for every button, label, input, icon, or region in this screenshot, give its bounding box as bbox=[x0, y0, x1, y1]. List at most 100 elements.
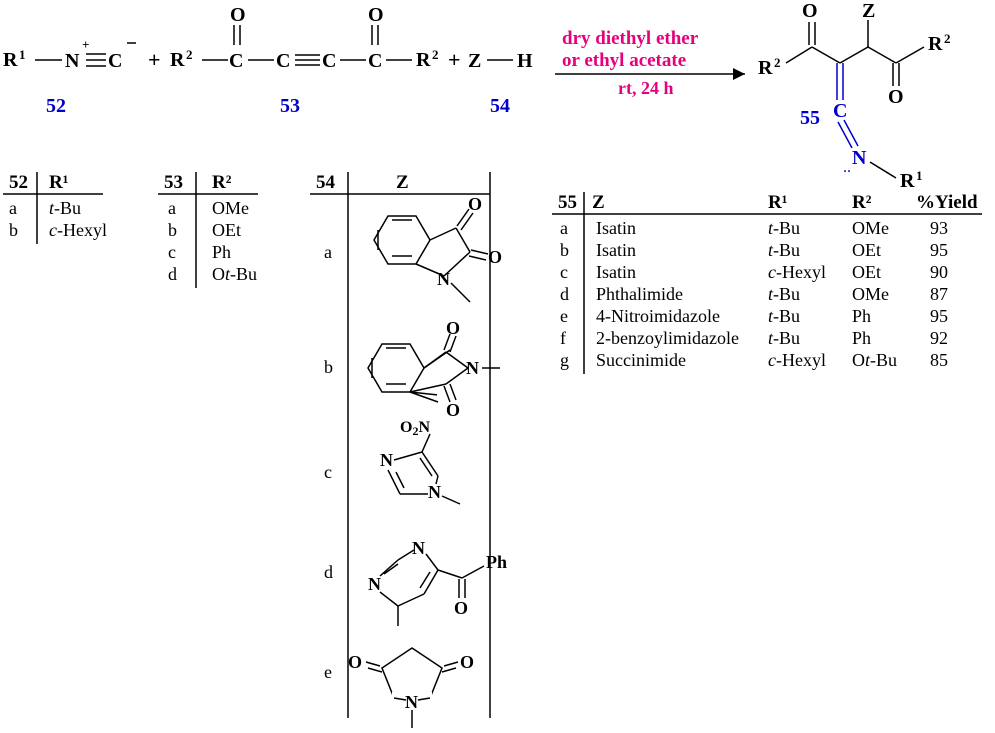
svg-text:t-Bu: t-Bu bbox=[768, 284, 800, 304]
svg-text:H: H bbox=[517, 50, 533, 72]
svg-text:O: O bbox=[230, 4, 246, 26]
plus-2: + bbox=[448, 47, 461, 72]
svg-text:O: O bbox=[802, 0, 818, 22]
svg-text:R: R bbox=[170, 49, 185, 71]
svg-text:O: O bbox=[460, 652, 474, 672]
svg-text:55: 55 bbox=[800, 107, 820, 129]
svg-text:2: 2 bbox=[774, 55, 781, 70]
svg-text:R: R bbox=[758, 57, 773, 79]
svg-text:t-Bu: t-Bu bbox=[768, 240, 800, 260]
svg-text:C: C bbox=[229, 50, 243, 72]
svg-text:C: C bbox=[833, 100, 847, 122]
svg-text:b: b bbox=[168, 220, 177, 240]
svg-text:1: 1 bbox=[916, 168, 923, 183]
svg-text:Isatin: Isatin bbox=[596, 262, 636, 282]
struct-55: O R 2 Z O R 2 C N .. R 1 bbox=[758, 0, 951, 192]
svg-text:4-Nitroimidazole: 4-Nitroimidazole bbox=[596, 306, 720, 326]
svg-text:O: O bbox=[488, 247, 502, 267]
svg-text:N: N bbox=[466, 358, 479, 378]
svg-text:%Yield: %Yield bbox=[916, 192, 978, 213]
svg-text:R: R bbox=[928, 33, 943, 55]
svg-text:a: a bbox=[324, 242, 332, 262]
svg-text:c: c bbox=[168, 242, 176, 262]
svg-text:95: 95 bbox=[930, 306, 948, 326]
svg-text:b: b bbox=[9, 220, 18, 240]
svg-text:54: 54 bbox=[490, 95, 510, 117]
cond-line3: rt, 24 h bbox=[618, 78, 674, 98]
svg-text:c-Hexyl: c-Hexyl bbox=[49, 220, 107, 240]
svg-text:N: N bbox=[405, 692, 418, 712]
struct-54: Z H bbox=[468, 50, 533, 72]
svg-text:t-Bu: t-Bu bbox=[768, 306, 800, 326]
svg-text:2: 2 bbox=[186, 47, 193, 62]
svg-text:..: .. bbox=[843, 159, 851, 176]
struct-succinimide: N N O O bbox=[348, 648, 474, 728]
svg-text:OMe: OMe bbox=[852, 218, 889, 238]
struct-benzoylimidazole: N N O Ph bbox=[368, 538, 507, 626]
svg-text:a: a bbox=[560, 218, 568, 238]
svg-text:N: N bbox=[380, 450, 393, 470]
svg-text:55: 55 bbox=[558, 192, 577, 213]
svg-text:R¹: R¹ bbox=[49, 172, 68, 193]
svg-text:O: O bbox=[348, 652, 362, 672]
svg-text:Succinimide: Succinimide bbox=[596, 350, 686, 370]
struct-isatin: N O O bbox=[374, 194, 502, 302]
svg-text:52: 52 bbox=[46, 95, 66, 117]
svg-text:N: N bbox=[368, 574, 381, 594]
svg-text:OEt: OEt bbox=[212, 220, 241, 240]
plus-1: + bbox=[148, 47, 161, 72]
svg-text:N: N bbox=[852, 147, 867, 169]
svg-text:53: 53 bbox=[164, 172, 183, 193]
svg-text:O: O bbox=[446, 400, 460, 420]
svg-text:85: 85 bbox=[930, 350, 948, 370]
svg-text:g: g bbox=[560, 350, 569, 370]
svg-text:Ph: Ph bbox=[852, 328, 871, 348]
svg-text:95: 95 bbox=[930, 240, 948, 260]
struct-nitroimidazole: N N O2N bbox=[380, 419, 460, 504]
svg-text:f: f bbox=[560, 328, 566, 348]
svg-text:Isatin: Isatin bbox=[596, 218, 636, 238]
table-53: 53 R² a OMe b OEt c Ph d Ot-Bu bbox=[158, 172, 258, 288]
svg-text:d: d bbox=[168, 264, 177, 284]
svg-text:Phthalimide: Phthalimide bbox=[596, 284, 683, 304]
svg-text:54: 54 bbox=[316, 172, 336, 193]
svg-text:N: N bbox=[428, 482, 441, 502]
reaction-arrow: dry diethyl ether or ethyl acetate rt, 2… bbox=[555, 28, 745, 98]
svg-text:b: b bbox=[324, 357, 333, 377]
svg-text:c: c bbox=[324, 462, 332, 482]
svg-text:O: O bbox=[446, 318, 460, 338]
table-54: 54 Z a N O O b bbox=[310, 172, 507, 728]
svg-text:c: c bbox=[560, 262, 568, 282]
svg-text:a: a bbox=[168, 198, 176, 218]
svg-text:R: R bbox=[3, 49, 18, 71]
svg-text:Ot-Bu: Ot-Bu bbox=[852, 350, 897, 370]
svg-text:e: e bbox=[324, 662, 332, 682]
svg-text:+: + bbox=[82, 37, 89, 52]
svg-text:C: C bbox=[276, 50, 290, 72]
svg-text:R: R bbox=[416, 49, 431, 71]
svg-text:Ot-Bu: Ot-Bu bbox=[212, 264, 257, 284]
svg-text:Ph: Ph bbox=[212, 242, 231, 262]
svg-text:e: e bbox=[560, 306, 568, 326]
svg-text:c-Hexyl: c-Hexyl bbox=[768, 262, 826, 282]
svg-text:O: O bbox=[454, 598, 468, 618]
svg-text:t-Bu: t-Bu bbox=[768, 328, 800, 348]
svg-text:2: 2 bbox=[944, 31, 951, 46]
svg-text:93: 93 bbox=[930, 218, 948, 238]
svg-text:N: N bbox=[437, 269, 450, 289]
svg-text:90: 90 bbox=[930, 262, 948, 282]
svg-text:R²: R² bbox=[852, 192, 872, 213]
struct-52: R 1 N + C bbox=[3, 37, 136, 72]
svg-text:OEt: OEt bbox=[852, 262, 881, 282]
cond-line2: or ethyl acetate bbox=[562, 50, 686, 71]
svg-text:Z: Z bbox=[468, 50, 481, 72]
svg-text:Z: Z bbox=[862, 0, 875, 22]
svg-text:Ph: Ph bbox=[486, 552, 507, 572]
svg-text:d: d bbox=[324, 562, 333, 582]
svg-text:Z: Z bbox=[592, 192, 605, 213]
svg-text:O: O bbox=[368, 4, 384, 26]
table-52: 52 R¹ a t-Bu b c-Hexyl bbox=[3, 172, 107, 244]
svg-text:R: R bbox=[900, 170, 915, 192]
struct-53: R 2 C O C C C O R 2 bbox=[170, 4, 439, 72]
svg-text:2-benzoylimidazole: 2-benzoylimidazole bbox=[596, 328, 739, 348]
